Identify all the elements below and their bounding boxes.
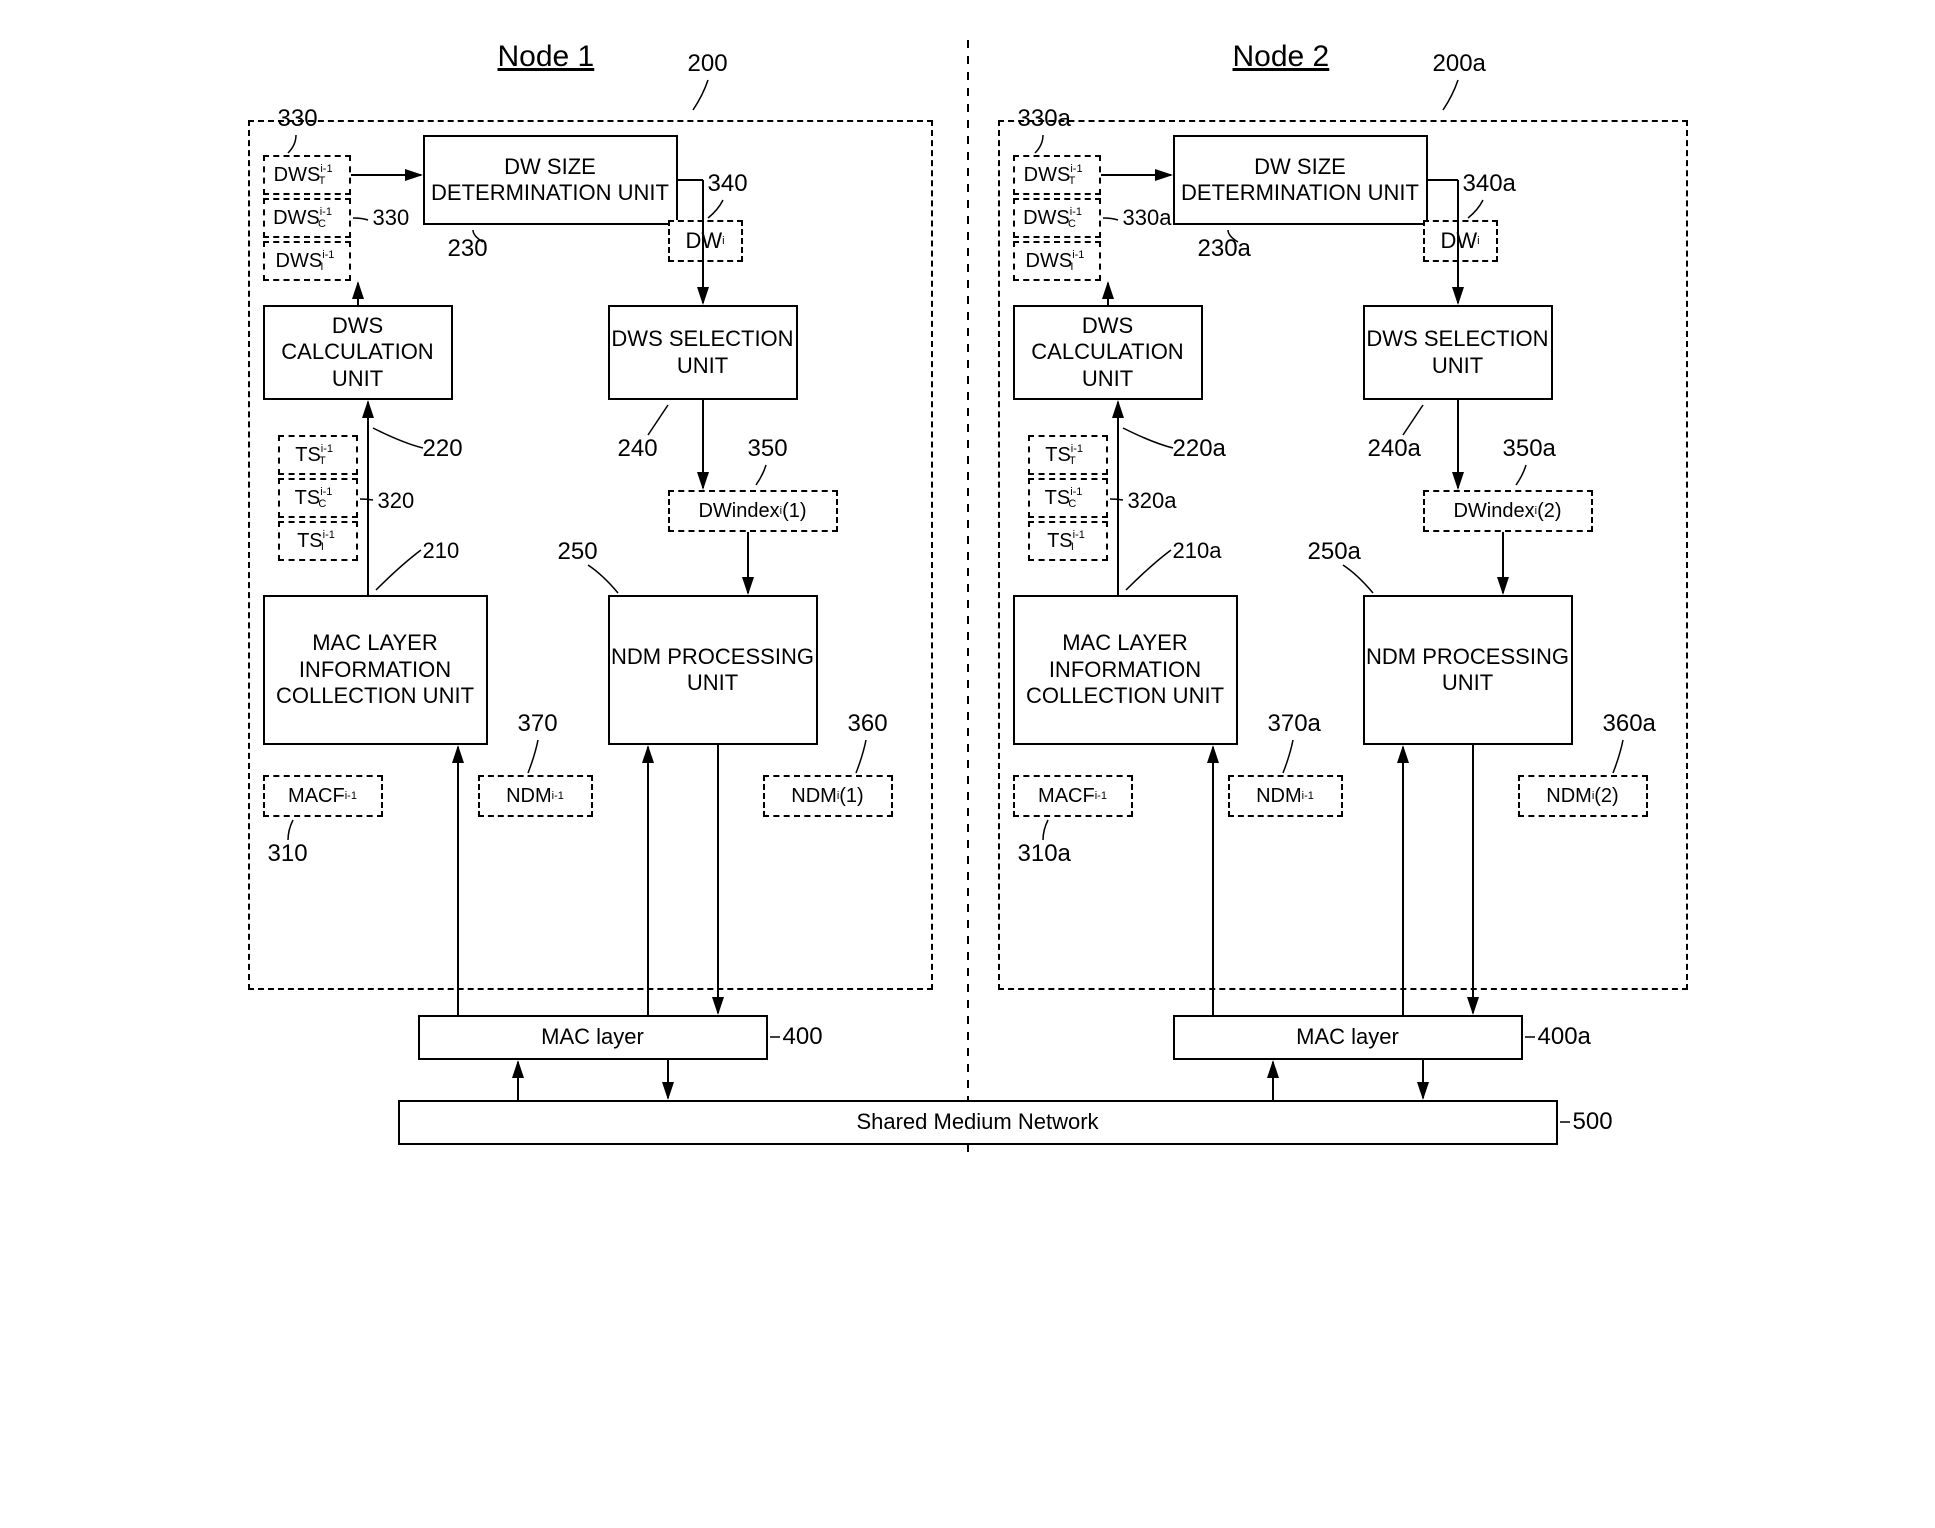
node2-ndm-in: NDMi-1 <box>1228 775 1343 817</box>
node2-dws-sel-ref: 240a <box>1368 435 1421 463</box>
node2-title: Node 2 <box>1233 40 1330 74</box>
node2-dwindex: DWindexi(2) <box>1423 490 1593 532</box>
node1-dws-i: DWSi-1I <box>263 241 351 281</box>
node1-dws-calc: DWS CALCULATION UNIT <box>263 305 453 400</box>
node2-ndm-out: NDMi(2) <box>1518 775 1648 817</box>
node2-ndm-in-ref: 370a <box>1268 710 1321 738</box>
shared-medium: Shared Medium Network <box>398 1100 1558 1145</box>
node1-dw-box: DWi <box>668 220 743 262</box>
node2-ts-i: TSi-1I <box>1028 521 1108 561</box>
node2-dws-calc-ref: 220a <box>1173 435 1226 463</box>
node1-ts-stack-ref: 320 <box>378 488 415 514</box>
node1-dws-sel: DWS SELECTION UNIT <box>608 305 798 400</box>
node2-dw-out-ref: 340a <box>1463 170 1516 198</box>
node2-dws-i: DWSi-1I <box>1013 241 1101 281</box>
node1-dwindex-ref: 350 <box>748 435 788 463</box>
node2-ndm-proc-ref: 250a <box>1308 538 1361 566</box>
node1-mac-layer-ref: 400 <box>783 1023 823 1051</box>
node1-macf-ref: 310 <box>268 840 308 868</box>
node2-ts-t: TSi-1T <box>1028 435 1108 475</box>
node2-container-ref: 200a <box>1433 50 1486 78</box>
node2-dw-size-det-ref: 230a <box>1198 235 1251 263</box>
node1-dws-stack-inner-ref: 330 <box>373 205 410 231</box>
node2-dws-stack-ref: 330a <box>1018 105 1071 133</box>
node1-ndm-proc: NDM PROCESSING UNIT <box>608 595 818 745</box>
node1-ts-c: TSi-1C <box>278 478 358 518</box>
node2-dw-size-det: DW SIZE DETERMINATION UNIT <box>1173 135 1428 225</box>
node1-ndm-in: NDMi-1 <box>478 775 593 817</box>
node1-dw-out-ref: 340 <box>708 170 748 198</box>
node1-ts-i: TSi-1I <box>278 521 358 561</box>
node2-dws-c: DWSi-1C <box>1013 198 1101 238</box>
node2-mac-layer: MAC layer <box>1173 1015 1523 1060</box>
node1-dws-t: DWSi-1T <box>263 155 351 195</box>
node2-dws-stack-inner-ref: 330a <box>1123 205 1172 231</box>
node2-dws-sel: DWS SELECTION UNIT <box>1363 305 1553 400</box>
node1-mac-layer: MAC layer <box>418 1015 768 1060</box>
node1-ndm-proc-ref: 250 <box>558 538 598 566</box>
node1-ts-t: TSi-1T <box>278 435 358 475</box>
node1-ndm-in-ref: 370 <box>518 710 558 738</box>
node2-mac-layer-ref: 400a <box>1538 1023 1591 1051</box>
node1-macf: MACFi-1 <box>263 775 383 817</box>
node2-mac-info-ref: 210a <box>1173 538 1222 564</box>
shared-medium-ref: 500 <box>1573 1108 1613 1136</box>
node2-ndm-out-ref: 360a <box>1603 710 1656 738</box>
node1-dw-size-det-ref: 230 <box>448 235 488 263</box>
node2-macf-ref: 310a <box>1018 840 1071 868</box>
node1-container-ref: 200 <box>688 50 728 78</box>
node2-ts-stack-ref: 320a <box>1128 488 1177 514</box>
node1-title: Node 1 <box>498 40 595 74</box>
node2-mac-info: MAC LAYER INFORMATION COLLECTION UNIT <box>1013 595 1238 745</box>
node1-mac-info: MAC LAYER INFORMATION COLLECTION UNIT <box>263 595 488 745</box>
node1-dws-sel-ref: 240 <box>618 435 658 463</box>
node2-dws-t: DWSi-1T <box>1013 155 1101 195</box>
node2-dwindex-ref: 350a <box>1503 435 1556 463</box>
node2-dw-box: DWi <box>1423 220 1498 262</box>
node1-dws-calc-ref: 220 <box>423 435 463 463</box>
node2-dws-calc: DWS CALCULATION UNIT <box>1013 305 1203 400</box>
node2-ndm-proc: NDM PROCESSING UNIT <box>1363 595 1573 745</box>
node1-ndm-out: NDMi(1) <box>763 775 893 817</box>
node1-dws-stack-ref: 330 <box>278 105 318 133</box>
node2-macf: MACFi-1 <box>1013 775 1133 817</box>
node2-ts-c: TSi-1C <box>1028 478 1108 518</box>
node1-ndm-out-ref: 360 <box>848 710 888 738</box>
figure-root: Node 1 200 330 DWSi-1T DWSi-1C DWSi-1I 3… <box>218 40 1718 1190</box>
node1-dw-size-det: DW SIZE DETERMINATION UNIT <box>423 135 678 225</box>
node1-dws-c: DWSi-1C <box>263 198 351 238</box>
node1-mac-info-ref: 210 <box>423 538 460 564</box>
node1-dwindex: DWindexi(1) <box>668 490 838 532</box>
